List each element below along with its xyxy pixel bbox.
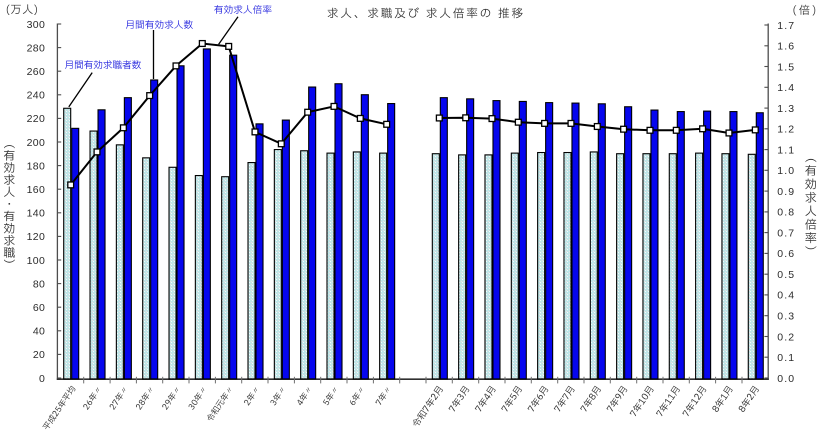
svg-text:0.5: 0.5 <box>777 269 795 281</box>
svg-text:160: 160 <box>27 184 45 196</box>
svg-text:0.4: 0.4 <box>777 290 795 302</box>
svg-text:0.7: 0.7 <box>777 227 795 239</box>
svg-text:0.6: 0.6 <box>777 248 795 260</box>
svg-text:140: 140 <box>27 208 45 220</box>
svg-text:1.4: 1.4 <box>777 82 795 94</box>
svg-text:1.1: 1.1 <box>777 144 795 156</box>
svg-text:0.9: 0.9 <box>777 186 795 198</box>
svg-text:80: 80 <box>33 278 45 290</box>
svg-text:1.5: 1.5 <box>777 61 795 73</box>
svg-text:220: 220 <box>27 113 45 125</box>
svg-text:0.3: 0.3 <box>777 311 795 323</box>
svg-text:1.2: 1.2 <box>777 124 795 136</box>
svg-text:1.7: 1.7 <box>777 20 795 32</box>
svg-text:0.1: 0.1 <box>777 352 795 364</box>
svg-text:0.8: 0.8 <box>777 207 795 219</box>
svg-text:120: 120 <box>27 231 45 243</box>
svg-text:280: 280 <box>27 42 45 54</box>
svg-text:200: 200 <box>27 137 45 149</box>
svg-text:40: 40 <box>33 326 45 338</box>
svg-text:0.0: 0.0 <box>777 373 795 385</box>
svg-text:180: 180 <box>27 160 45 172</box>
svg-text:240: 240 <box>27 90 45 102</box>
svg-text:1.0: 1.0 <box>777 165 795 177</box>
svg-text:260: 260 <box>27 66 45 78</box>
svg-text:0.2: 0.2 <box>777 331 795 343</box>
svg-text:60: 60 <box>33 302 45 314</box>
svg-text:300: 300 <box>27 19 45 31</box>
svg-text:0: 0 <box>39 373 45 385</box>
svg-text:1.6: 1.6 <box>777 41 795 53</box>
svg-text:1.3: 1.3 <box>777 103 795 115</box>
svg-text:20: 20 <box>33 349 45 361</box>
svg-text:100: 100 <box>27 255 45 267</box>
